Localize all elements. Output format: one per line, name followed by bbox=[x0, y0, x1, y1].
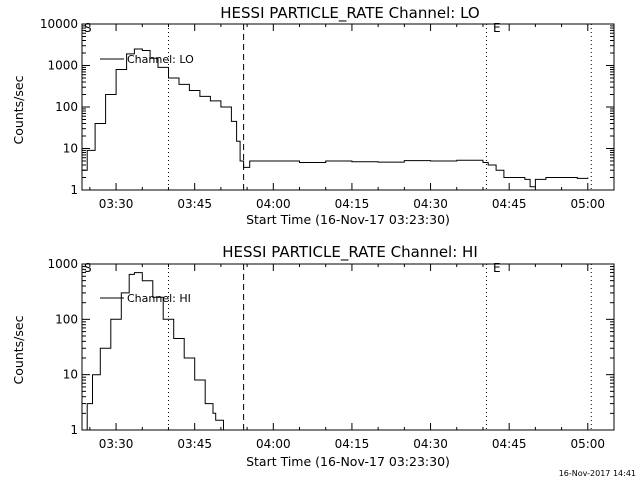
panel-hi-xtick-label: 04:30 bbox=[413, 437, 448, 451]
panel-lo-ytick-label: 100 bbox=[55, 100, 78, 114]
panel-hi-xtick-label: 03:45 bbox=[177, 437, 212, 451]
panel-hi-ylabel: Counts/sec bbox=[11, 315, 26, 384]
panel-lo-xtick-label: 05:00 bbox=[570, 197, 605, 211]
panel-hi-ytick-label: 10 bbox=[63, 368, 78, 382]
panel-hi-title: HESSI PARTICLE_RATE Channel: HI bbox=[222, 243, 478, 262]
panel-hi-series-line-1 bbox=[84, 272, 224, 430]
panel-hi-legend: Channel: HI bbox=[100, 292, 191, 305]
panel-lo-ytick-label: 1000 bbox=[47, 59, 78, 73]
panel-lo-xtick-label: 04:00 bbox=[256, 197, 291, 211]
panel-lo-start-label: S bbox=[84, 21, 92, 35]
panel-hi: HESSI PARTICLE_RATE Channel: HI 03:30 03:… bbox=[11, 243, 615, 469]
panel-hi-xtick-label: 04:45 bbox=[492, 437, 527, 451]
panel-lo-title: HESSI PARTICLE_RATE Channel: LO bbox=[220, 4, 479, 23]
panel-lo-xtick-label: 03:30 bbox=[99, 197, 134, 211]
panel-lo-ytick-label: 10 bbox=[63, 142, 78, 156]
panel-lo-series-line-1 bbox=[82, 48, 589, 188]
panel-lo-legend-label: Channel: LO bbox=[127, 53, 194, 66]
panel-hi-markers bbox=[167, 264, 592, 430]
panel-lo-ytick-label: 10000 bbox=[40, 17, 78, 31]
panel-hi-ticks: 03:30 03:45 04:00 04:15 04:30 04:45 05:00 1 10 10… bbox=[47, 257, 615, 451]
panel-hi-data bbox=[84, 272, 224, 430]
panel-hi-start-label: S bbox=[84, 261, 92, 275]
panel-hi-xtick-label: 04:15 bbox=[335, 437, 370, 451]
panel-lo-markers bbox=[167, 24, 592, 190]
panel-lo-xlabel: Start Time (16-Nov-17 03:23:30) bbox=[246, 212, 450, 227]
panel-lo-xtick-label: 04:15 bbox=[335, 197, 370, 211]
panel-lo-xtick-label: 03:45 bbox=[177, 197, 212, 211]
footer-timestamp: 16-Nov-2017 14:41 bbox=[559, 469, 636, 478]
panel-hi-xlabel: Start Time (16-Nov-17 03:23:30) bbox=[246, 454, 450, 469]
panel-lo-data bbox=[82, 48, 589, 188]
panel-lo-end-label: E bbox=[493, 21, 501, 35]
panel-hi-ytick-label: 100 bbox=[55, 312, 78, 326]
panel-hi-legend-label: Channel: HI bbox=[127, 292, 191, 305]
panel-lo-ticks: 03:30 03:45 04:00 04:15 04:30 04:45 05:00 1 10 10… bbox=[40, 17, 615, 211]
panel-lo-ylabel: Counts/sec bbox=[11, 75, 26, 144]
panel-hi-end-label: E bbox=[493, 261, 501, 275]
panel-lo-ytick-label: 1 bbox=[70, 183, 78, 197]
panel-hi-frame bbox=[81, 263, 615, 431]
panel-hi-xtick-label: 03:30 bbox=[99, 437, 134, 451]
panel-hi-ytick-label: 1 bbox=[70, 423, 78, 437]
panel-hi-ytick-label: 1000 bbox=[47, 257, 78, 271]
panel-lo: HESSI PARTICLE_RATE Channel: LO 03:30 03:… bbox=[11, 4, 615, 227]
panel-hi-xtick-label: 04:00 bbox=[256, 437, 291, 451]
panel-lo-xtick-label: 04:30 bbox=[413, 197, 448, 211]
panel-lo-xtick-label: 04:45 bbox=[492, 197, 527, 211]
panel-hi-xtick-label: 05:00 bbox=[570, 437, 605, 451]
panel-lo-legend: Channel: LO bbox=[100, 53, 194, 66]
